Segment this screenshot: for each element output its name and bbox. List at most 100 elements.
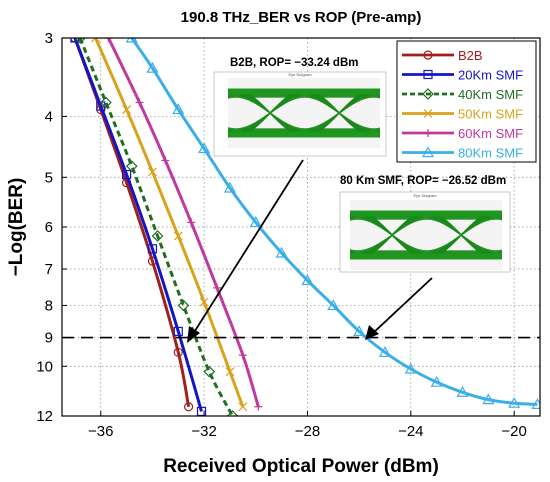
y-tick-label: 6 (45, 219, 53, 236)
eye-pattern (350, 210, 502, 260)
eye-pattern (228, 88, 380, 138)
legend-label: 50Km SMF (458, 107, 523, 122)
legend-entry: 80Km SMF (402, 146, 523, 161)
series-layer (70, 38, 540, 416)
y-tick-label: 3 (45, 30, 53, 47)
data-point (177, 299, 190, 312)
arrow-head (365, 325, 379, 340)
y-tick-label: 12 (36, 408, 53, 425)
data-point (353, 325, 366, 337)
data-point (226, 410, 239, 416)
x-axis-label: Received Optical Power (dBm) (163, 456, 439, 477)
data-point (146, 61, 159, 73)
data-point (147, 244, 158, 254)
data-point (74, 38, 86, 44)
legend-label: 80Km SMF (458, 146, 523, 161)
data-point (104, 38, 113, 42)
legend-marker (422, 88, 434, 100)
y-tick-label: 4 (45, 108, 53, 125)
data-point (275, 246, 288, 258)
eye-rail-top (350, 210, 502, 217)
eye-diagram-inset-80km: 80 Km SMF, ROP= −26.52 dBm Eye Diagram (339, 175, 511, 273)
series-line (78, 38, 234, 416)
legend-marker (423, 50, 433, 60)
data-point (223, 181, 236, 193)
data-point (378, 346, 391, 357)
data-point (199, 297, 209, 307)
data-point (327, 299, 340, 311)
data-point (91, 38, 101, 43)
arrow-head (187, 326, 200, 343)
data-point (198, 142, 211, 154)
legend-label: 20Km SMF (458, 68, 523, 83)
legend-marker (424, 129, 432, 137)
eye-inset-title: Eye Diagram (413, 193, 437, 198)
data-point (148, 167, 157, 177)
y-axis-ticks: 3 4 5 6 7 8 9 10 12 (36, 30, 67, 425)
data-point (508, 396, 521, 408)
annotation-arrows (187, 159, 433, 343)
data-point (482, 393, 495, 405)
legend-label: 40Km SMF (458, 87, 523, 102)
annotation-b2b: B2B, ROP= −33.24 dBm (230, 57, 358, 69)
eye-inset-title: Eye Diagram (288, 72, 312, 77)
x-tick-label: −36 (88, 423, 113, 440)
data-point (238, 351, 247, 360)
data-point (125, 38, 138, 43)
arrow-80km (371, 277, 433, 335)
eye-trace (228, 93, 380, 133)
arrow-b2b (192, 159, 304, 335)
data-point (121, 169, 132, 180)
eye-trace (350, 215, 502, 255)
data-point (173, 347, 183, 357)
eye-rail-bottom (228, 131, 380, 138)
x-axis-ticks: −36 −32 −28 −24 −20 (88, 411, 527, 440)
y-axis-label: −Log(BER) (6, 178, 27, 277)
data-point (135, 98, 144, 107)
legend-entry: 20Km SMF (402, 68, 523, 83)
data-point (173, 326, 183, 337)
data-point (184, 402, 194, 412)
data-point (173, 231, 183, 241)
legend-entry: B2B (402, 48, 483, 63)
y-tick-label: 10 (36, 358, 53, 375)
series-40km-smf (74, 38, 239, 416)
legend-entry: 60Km SMF (402, 126, 523, 141)
x-tick-label: −28 (295, 423, 320, 440)
data-point (430, 375, 443, 387)
series-60km-smf (104, 38, 263, 411)
chart-title: 190.8 THz_BER vs ROP (Pre-amp) (181, 9, 422, 26)
legend-marker (423, 69, 433, 80)
legend: B2B 20Km SMF 40Km SMF 50Km SMF 60Km SMF 80Km … (396, 40, 537, 163)
data-point (125, 160, 138, 173)
series-50km-smf (91, 38, 248, 412)
eye-rail-bottom (350, 253, 502, 260)
data-point (404, 362, 417, 374)
eye-diagram-inset-b2b: B2B, ROP= −33.24 dBm Eye Diagram (213, 57, 387, 157)
x-tick-label: −20 (501, 423, 526, 440)
x-tick-label: −32 (191, 423, 216, 440)
eye-rail-top (228, 88, 380, 95)
legend-entry: 50Km SMF (402, 107, 523, 122)
data-point (456, 386, 469, 397)
legend-entry: 40Km SMF (402, 87, 523, 102)
data-point (254, 402, 263, 411)
data-point (203, 365, 216, 378)
data-point (100, 96, 112, 109)
data-point (161, 156, 170, 165)
data-point (225, 367, 235, 377)
data-point (213, 283, 222, 292)
series-80km-smf (125, 38, 540, 409)
y-tick-label: 8 (45, 297, 53, 314)
legend-label: B2B (458, 48, 483, 63)
data-point (187, 218, 196, 227)
data-point (122, 105, 132, 114)
legend-marker (423, 109, 433, 118)
annotation-80km: 80 Km SMF, ROP= −26.52 dBm (340, 175, 506, 187)
data-point (151, 230, 164, 242)
data-point (238, 402, 248, 412)
legend-marker (421, 146, 435, 158)
data-point (301, 274, 314, 286)
y-tick-label: 9 (45, 330, 53, 347)
